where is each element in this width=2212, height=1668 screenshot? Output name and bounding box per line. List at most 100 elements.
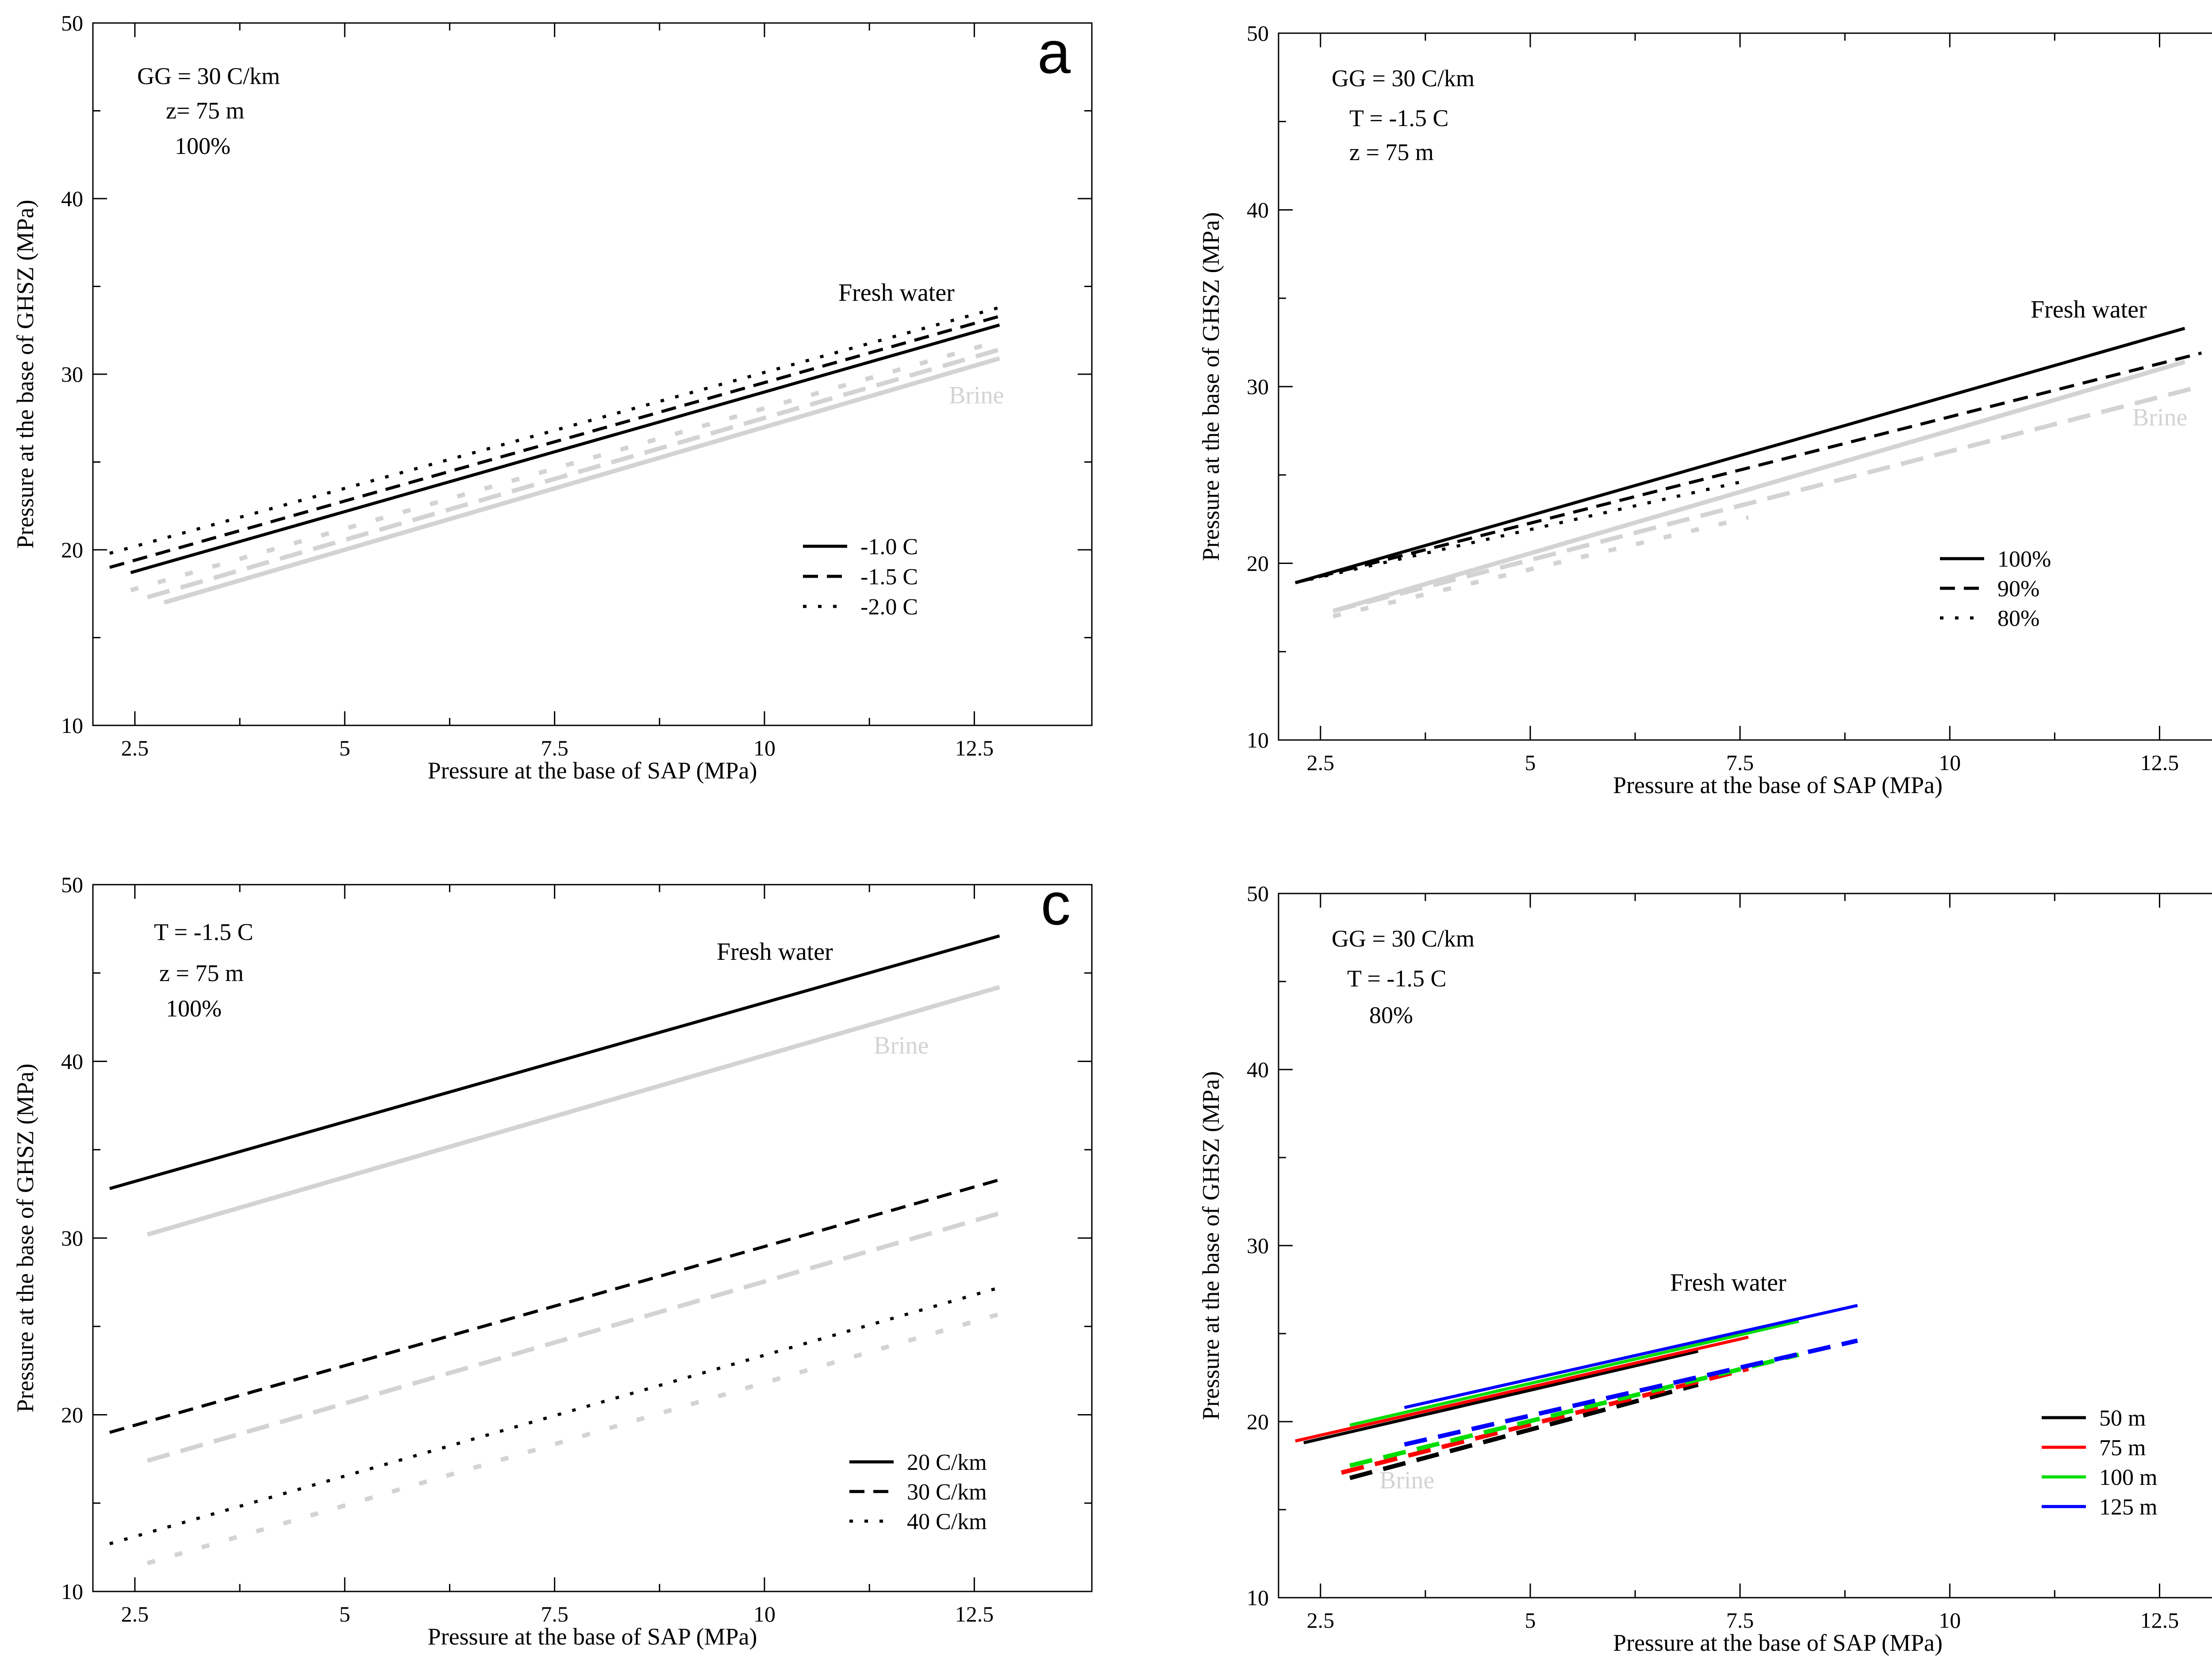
legend-label: 30 C/km [907,1480,987,1505]
series-line-30-c-km-brine [146,1211,1000,1463]
x-tick-label: 7.5 [1726,1608,1754,1633]
y-tick-label: 20 [61,1403,83,1427]
fresh-water-label: Fresh water [717,938,833,966]
fresh-water-label: Fresh water [838,279,955,307]
series-line-125-m-brine [1404,1338,1858,1447]
brine-label: Brine [874,1032,929,1059]
y-axis-label: Pressure at the base of GHSZ (MPa) [1198,1071,1224,1420]
series-line-1-0-c [130,323,1000,574]
y-tick-label: 30 [61,362,83,387]
y-tick-label: 50 [1247,881,1269,906]
x-tick-label: 2.5 [121,736,149,760]
x-tick-label: 7.5 [541,1602,568,1626]
series-line-75-m-brine [1340,1366,1749,1475]
panel-c: 2.5 5 7.5 10 12.5 10 20 30 40 50 Pressure at the b… [12,870,1093,1650]
series-line-80 [1295,479,1749,584]
y-tick-label: 50 [1247,21,1269,46]
y-axis-label: Pressure at the base of GHSZ (MPa) [1198,212,1224,561]
x-tick-label: 5 [339,736,350,760]
series-line-50-m [1303,1350,1699,1445]
x-tick-label: 10 [753,1602,776,1626]
y-axis-label: Pressure at the base of GHSZ (MPa) [12,1064,38,1413]
legend-label: 90% [1997,576,2039,602]
legend-label: -1.5 C [860,564,918,590]
series-line-50-m-brine [1349,1382,1699,1480]
y-tick-label: 10 [61,713,83,738]
legend-label: 20 C/km [907,1450,987,1475]
legend-label: 50 m [2099,1406,2146,1431]
y-tick-label: 20 [1247,1409,1269,1434]
x-tick-label: 5 [1525,1608,1536,1633]
panel-d: 2.5 5 7.5 10 12.5 10 20 30 40 50 Pressure at the b… [1198,881,2212,1656]
legend-label: -2.0 C [860,594,918,620]
y-tick-label: 50 [61,872,83,897]
series-line-90-brine [1333,386,2194,614]
x-tick-label: 10 [753,736,776,760]
series-line-30-c-km [109,1178,1000,1434]
panel-letter: c [1041,870,1071,937]
x-tick-label: 2.5 [1307,750,1335,775]
y-tick-label: 40 [1247,198,1269,222]
x-axis-label: Pressure at the base of SAP (MPa) [1613,772,1943,798]
x-axis-label: Pressure at the base of SAP (MPa) [428,757,757,784]
y-tick-label: 20 [61,537,83,562]
annotation-text: 100% [175,133,230,159]
y-tick-label: 30 [61,1226,83,1250]
annotation-text: 80% [1369,1002,1413,1028]
x-tick-label: 7.5 [541,736,568,760]
series-line-90 [1295,351,2202,584]
y-tick-label: 10 [61,1579,83,1604]
y-tick-label: 30 [1247,1233,1269,1258]
x-axis-label: Pressure at the base of SAP (MPa) [428,1623,757,1650]
y-tick-label: 10 [1247,728,1269,752]
series-line-100-m [1349,1319,1799,1427]
legend-label: 125 m [2099,1495,2157,1520]
annotation-text: 100% [166,995,222,1022]
series-line-2-0-c [109,306,1000,555]
x-tick-label: 2.5 [1307,1608,1335,1633]
annotation-text: z= 75 m [166,97,244,124]
fresh-water-label: Fresh water [1670,1269,1786,1296]
series-line-1-0-c-brine [163,356,1000,605]
brine-label: Brine [1379,1467,1434,1494]
series-line-75-m [1295,1335,1749,1443]
x-tick-label: 10 [1939,750,1961,775]
y-tick-label: 50 [61,11,83,35]
series-line-100-brine [1332,360,2185,614]
annotation-text: GG = 30 C/km [137,63,280,89]
y-tick-label: 30 [1247,374,1269,399]
annotation-text: GG = 30 C/km [1332,65,1475,92]
y-tick-label: 40 [1247,1057,1269,1082]
legend-label: 75 m [2099,1435,2146,1461]
annotation-text: z = 75 m [159,960,244,986]
panel-b: 2.5 5 7.5 10 12.5 10 20 30 40 50 Pressure at the b… [1198,21,2212,798]
series-line-125-m [1404,1304,1858,1409]
legend-label: 80% [1997,606,2039,631]
panel-a: 2.5 5 7.5 10 12.5 10 20 30 40 50 Pressure at the b… [12,11,1093,784]
series-line-20-c-km [109,934,1000,1190]
x-tick-label: 12.5 [955,1602,994,1626]
y-tick-label: 40 [61,186,83,211]
annotation-text: z = 75 m [1349,139,1434,165]
series-line-100 [1294,326,2185,584]
legend-label: 100% [1997,547,2051,572]
y-tick-label: 20 [1247,551,1269,576]
annotation-text: T = -1.5 C [154,919,253,945]
x-tick-label: 10 [1939,1608,1961,1633]
panel-letter: a [1037,19,1071,86]
y-tick-label: 10 [1247,1585,1269,1610]
annotation-text: T = -1.5 C [1347,965,1446,992]
fresh-water-label: Fresh water [2031,296,2147,323]
series-line-20-c-km-brine [146,985,1000,1237]
x-tick-label: 5 [339,1602,350,1626]
x-tick-label: 12.5 [955,736,994,760]
series-line-40-c-km [109,1286,1000,1545]
legend-label: 100 m [2099,1465,2157,1490]
x-axis-label: Pressure at the base of SAP (MPa) [1613,1630,1943,1656]
x-tick-label: 5 [1525,750,1536,775]
brine-label: Brine [949,382,1004,409]
x-tick-label: 12.5 [2140,1608,2179,1633]
annotation-text: T = -1.5 C [1349,105,1448,131]
series-line-1-5-c [109,314,1000,569]
